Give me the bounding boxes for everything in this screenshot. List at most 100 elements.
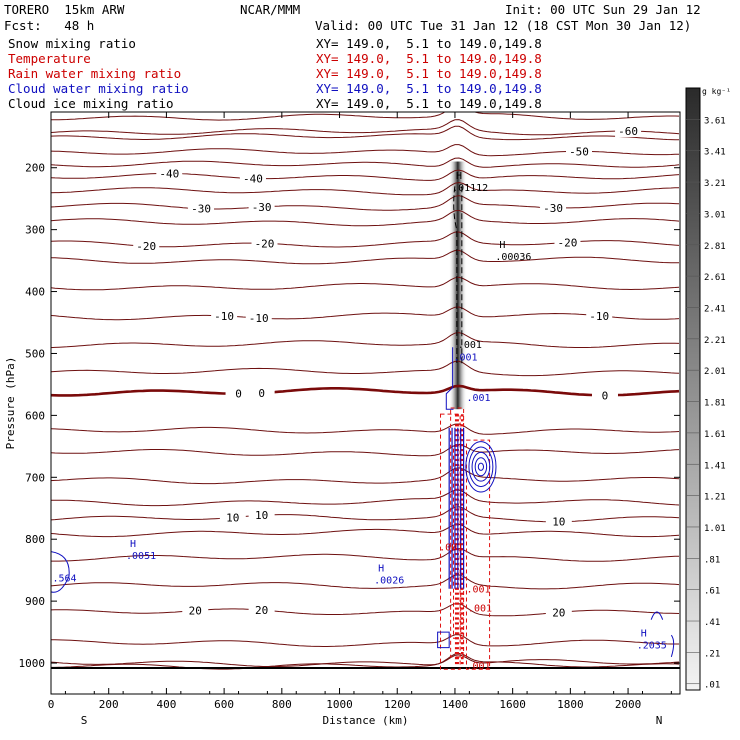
temperature-contour: [51, 654, 680, 668]
cloud-water-contour: [468, 446, 494, 488]
x-tick-label: 1200: [384, 698, 411, 711]
temperature-label: -30: [252, 201, 272, 214]
colorbar-label: 3.21: [704, 179, 726, 189]
temperature-label: 0: [235, 388, 242, 401]
freezing-level-contour: [51, 384, 680, 397]
contour-label-bg: [188, 202, 215, 215]
rain-contour: [450, 407, 465, 658]
high-value-label: .2035: [637, 641, 667, 652]
colorbar-ramp: [685, 87, 701, 691]
rain-contour: [453, 445, 462, 639]
field-name: Temperature: [8, 51, 91, 66]
high-value-label: .00036: [495, 252, 531, 263]
temperature-label: -50: [569, 145, 589, 158]
colorbar-label: .41: [704, 618, 720, 628]
y-tick-label: 500: [25, 347, 45, 360]
temperature-contour: [51, 467, 680, 485]
high-value-label: .01112: [452, 183, 488, 194]
snow-contour: [453, 186, 458, 366]
temperature-label: 0: [602, 389, 609, 402]
y-tick-label: 300: [25, 224, 45, 237]
field-xy: XY= 149.0, 5.1 to 149.0,149.8: [316, 96, 542, 111]
colorbar-label: 2.21: [704, 336, 726, 346]
high-value-label: .0026: [374, 576, 404, 587]
cloud-water-contour: [445, 347, 454, 410]
x-tick-label: 0: [48, 698, 55, 711]
contour-value-label: .564: [52, 574, 76, 585]
high-value-label: .0051: [126, 551, 156, 562]
temperature-label: 0: [258, 387, 265, 400]
field-name: Cloud water mixing ratio: [8, 81, 189, 96]
colorbar-label: 3.61: [704, 116, 726, 126]
temperature-label: 10: [552, 516, 565, 529]
temperature-contour: [51, 157, 680, 168]
contour-label-bg: [133, 240, 160, 253]
temperature-contour: [51, 306, 680, 321]
contour-label-bg: [554, 236, 581, 249]
colorbar-label: 1.61: [704, 430, 726, 440]
contour-label-bg: [248, 509, 275, 522]
field-xy: XY= 149.0, 5.1 to 149.0,149.8: [316, 81, 542, 96]
contour-value-label: .001: [454, 353, 478, 364]
contour-label-bg: [586, 309, 613, 322]
colorbar-label: .01: [704, 681, 720, 691]
y-tick-label: 1000: [19, 657, 46, 670]
x-tick-label: 1800: [557, 698, 584, 711]
contour-label-bg: [566, 145, 593, 158]
colorbar-label: 2.01: [704, 367, 726, 377]
colorbar-label: 2.41: [704, 304, 726, 314]
field-name: Rain water mixing ratio: [8, 66, 182, 81]
temperature-contour: [51, 181, 679, 196]
colorbar-label: 3.41: [704, 148, 726, 158]
contour-label-bg: [591, 389, 618, 402]
contour-label-bg: [182, 604, 209, 617]
temperature-label: 20: [552, 606, 565, 619]
colorbar-label: .61: [704, 587, 720, 597]
temperature-contour: [51, 195, 680, 211]
temperature-contour: [51, 603, 680, 617]
temperature-contour: [51, 360, 680, 377]
contour-label-bg: [239, 172, 266, 185]
contour-value-label: .001: [439, 543, 463, 554]
temperature-contour: [51, 125, 679, 141]
temperature-contour: [51, 443, 680, 457]
colorbar-label: 1.81: [704, 399, 726, 409]
colorbar-label: 2.81: [704, 242, 726, 252]
y-tick-label: 400: [25, 286, 45, 299]
high-marker: H: [499, 240, 505, 251]
south-label: S: [81, 714, 88, 727]
contour-label-bg: [540, 201, 567, 214]
contour-value-label: .001: [466, 585, 490, 596]
temperature-contour: [51, 119, 680, 136]
high-marker: H: [641, 629, 647, 640]
valid-time: Valid: 00 UTC Tue 31 Jan 12 (18 CST Mon …: [315, 18, 692, 33]
colorbar-label: 2.61: [704, 273, 726, 283]
y-tick-label: 200: [25, 162, 45, 175]
temperature-contour: [51, 574, 680, 590]
temperature-contour: [51, 652, 680, 670]
contour-label-bg: [225, 387, 252, 400]
temperature-contour: [51, 276, 680, 291]
north-label: N: [656, 714, 663, 727]
forecast-hour: Fcst: 48 h: [4, 18, 95, 33]
contour-label-bg: [219, 511, 246, 524]
temperature-contour: [51, 634, 679, 647]
temperature-contour: [51, 112, 680, 121]
contour-value-label: .001: [468, 603, 492, 614]
temperature-label: -30: [543, 202, 563, 215]
y-tick-label: 800: [25, 533, 45, 546]
model-title: TORERO 15km ARW: [4, 2, 125, 17]
org-label: NCAR/MMM: [240, 2, 301, 17]
temperature-label: -10: [589, 310, 609, 323]
y-tick-label: 700: [25, 471, 45, 484]
cloud-water-contour: [437, 631, 450, 649]
colorbar-label: .81: [704, 555, 720, 565]
temperature-label: -20: [136, 240, 156, 253]
temperature-contour: [51, 523, 680, 538]
contour-value-label: .001: [466, 393, 490, 404]
contour-label-bg: [156, 167, 183, 180]
high-marker: H: [456, 171, 462, 182]
x-axis-label: Distance (km): [322, 714, 408, 727]
y-tick-label: 900: [25, 595, 45, 608]
colorbar-label: 1.21: [704, 493, 726, 503]
